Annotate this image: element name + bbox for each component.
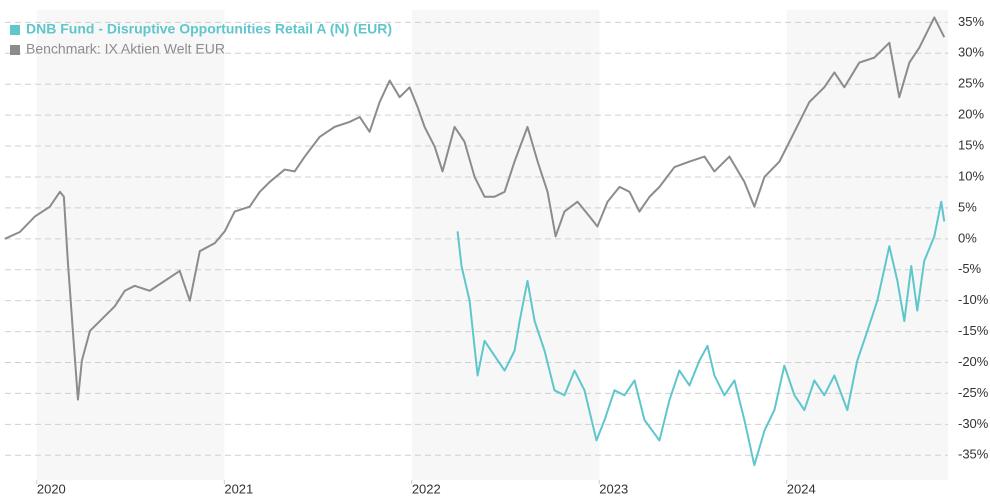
y-tick-label: 30%	[958, 45, 984, 60]
y-tick-label: -10%	[958, 292, 989, 307]
legend-label: Benchmark: IX Aktien Welt EUR	[26, 41, 225, 57]
y-tick-label: -30%	[958, 416, 989, 431]
y-tick-label: 5%	[958, 199, 977, 214]
y-tick-label: 35%	[958, 14, 984, 29]
series-line	[4, 16, 946, 401]
legend-label: DNB Fund - Disruptive Opportunities Reta…	[26, 21, 392, 37]
y-tick-label: -20%	[958, 354, 989, 369]
y-tick-label: -25%	[958, 385, 989, 400]
y-tick-label: -35%	[958, 447, 989, 462]
y-tick-label: 10%	[958, 168, 984, 183]
y-tick-label: -15%	[958, 323, 989, 338]
legend-swatch	[10, 25, 20, 35]
year-band	[36, 10, 225, 480]
x-tick-label: 2024	[787, 481, 816, 496]
legend-swatch	[10, 45, 20, 55]
x-tick-label: 2020	[37, 481, 66, 496]
x-tick-label: 2022	[412, 481, 441, 496]
y-tick-label: -5%	[958, 261, 982, 276]
year-band	[786, 10, 948, 480]
series-line	[456, 200, 946, 467]
y-tick-label: 20%	[958, 107, 984, 122]
y-tick-label: 25%	[958, 76, 984, 91]
y-tick-label: 15%	[958, 137, 984, 152]
x-tick-label: 2021	[224, 481, 253, 496]
year-band	[411, 10, 600, 480]
x-tick-label: 2023	[599, 481, 628, 496]
y-tick-label: 0%	[958, 230, 977, 245]
